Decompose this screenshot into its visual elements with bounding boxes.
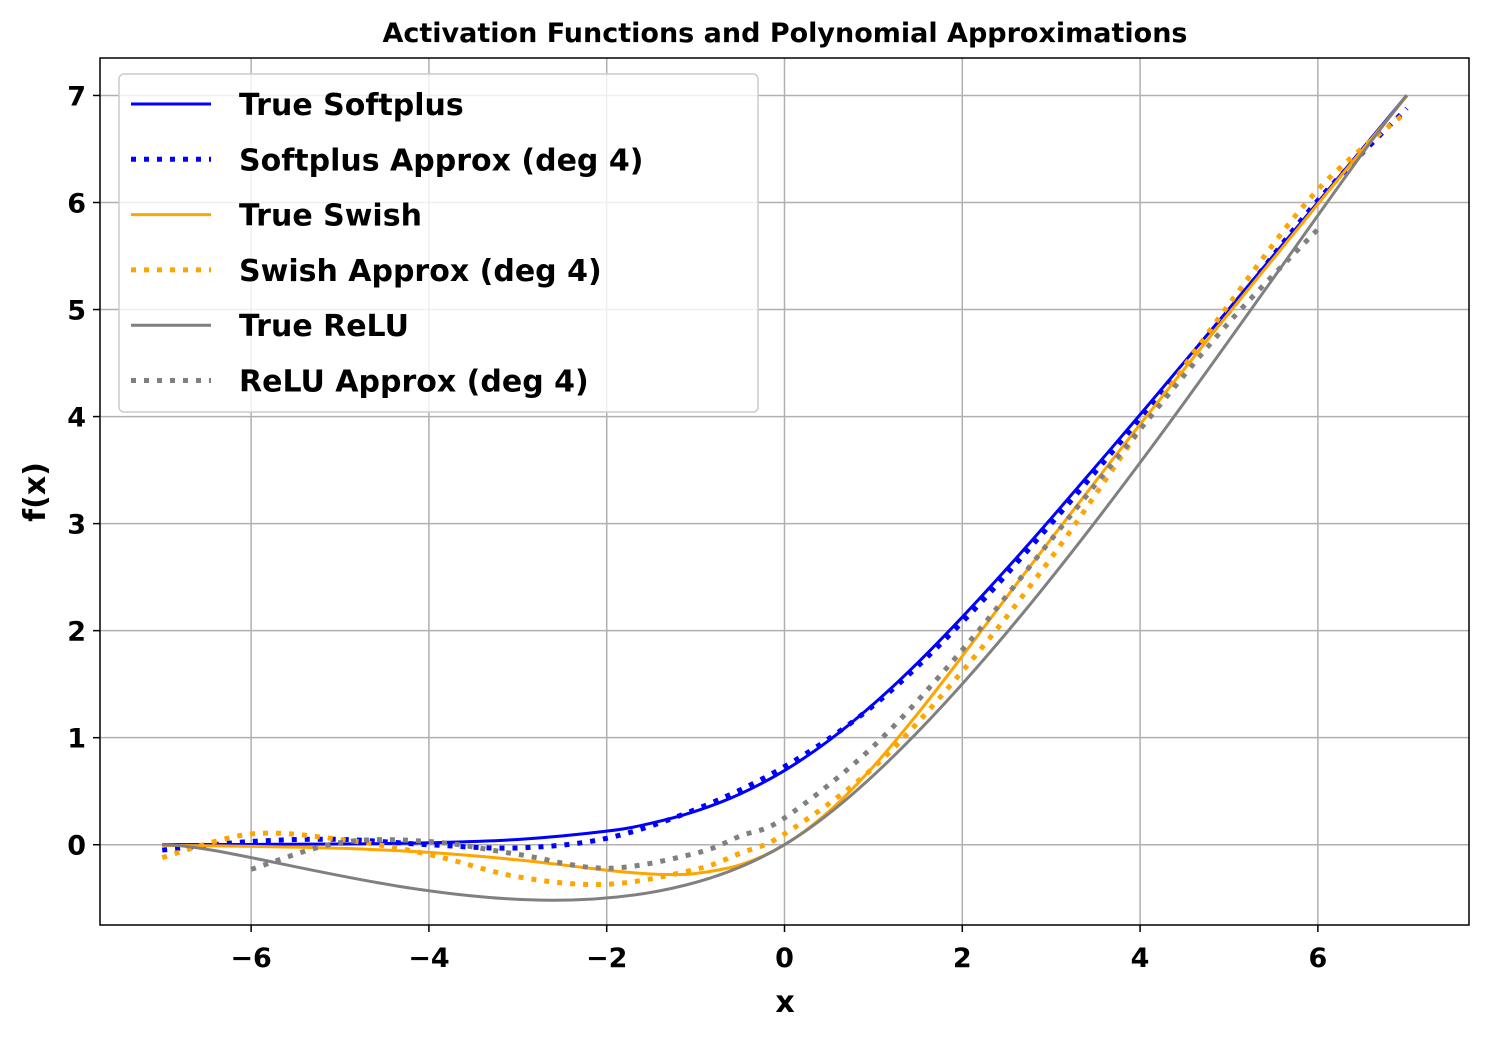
- x-tick-label: −4: [408, 943, 449, 974]
- x-tick-label: 0: [775, 943, 794, 974]
- series-line-swish-approx-deg-4: [161, 109, 1409, 888]
- y-tick-label: 5: [67, 296, 86, 327]
- ticks: −6 −4 −2 0 2 4 6 0 1 2 3 4 5 6 7: [67, 81, 1327, 974]
- x-tick-label: 4: [1131, 943, 1150, 974]
- x-axis-label: x: [775, 985, 794, 1020]
- y-tick-label: 1: [67, 724, 86, 755]
- x-tick-label: 2: [953, 943, 972, 974]
- legend-label-swish-approx-deg-4: Swish Approx (deg 4): [239, 254, 602, 289]
- legend-box: [118, 73, 759, 413]
- y-tick-label: 6: [67, 189, 86, 220]
- x-tick-label: −6: [230, 943, 271, 974]
- y-tick-label: 0: [67, 831, 86, 862]
- chart-title: Activation Functions and Polynomial Appr…: [382, 18, 1187, 49]
- y-tick-label: 2: [67, 617, 86, 648]
- x-tick-label: 6: [1308, 943, 1327, 974]
- legend-label-relu-approx-deg-4: ReLU Approx (deg 4): [239, 365, 589, 400]
- legend-label-true-relu: True ReLU: [239, 309, 409, 344]
- y-tick-label: 3: [67, 510, 86, 541]
- series-line-true-relu: [162, 94, 1408, 902]
- y-axis-label: f(x): [18, 462, 53, 522]
- legend-label-true-swish: True Swish: [239, 199, 422, 234]
- legend-label-true-softplus: True Softplus: [239, 88, 464, 123]
- legend-label-softplus-approx-deg-4: Softplus Approx (deg 4): [239, 143, 643, 178]
- y-tick-label: 4: [67, 403, 86, 434]
- grid: [100, 58, 1469, 925]
- legend: True Softplus Softplus Approx (deg 4) True…: [118, 73, 759, 413]
- y-tick-label: 7: [67, 81, 86, 112]
- series-lines: [161, 94, 1409, 902]
- x-tick-label: −2: [586, 943, 627, 974]
